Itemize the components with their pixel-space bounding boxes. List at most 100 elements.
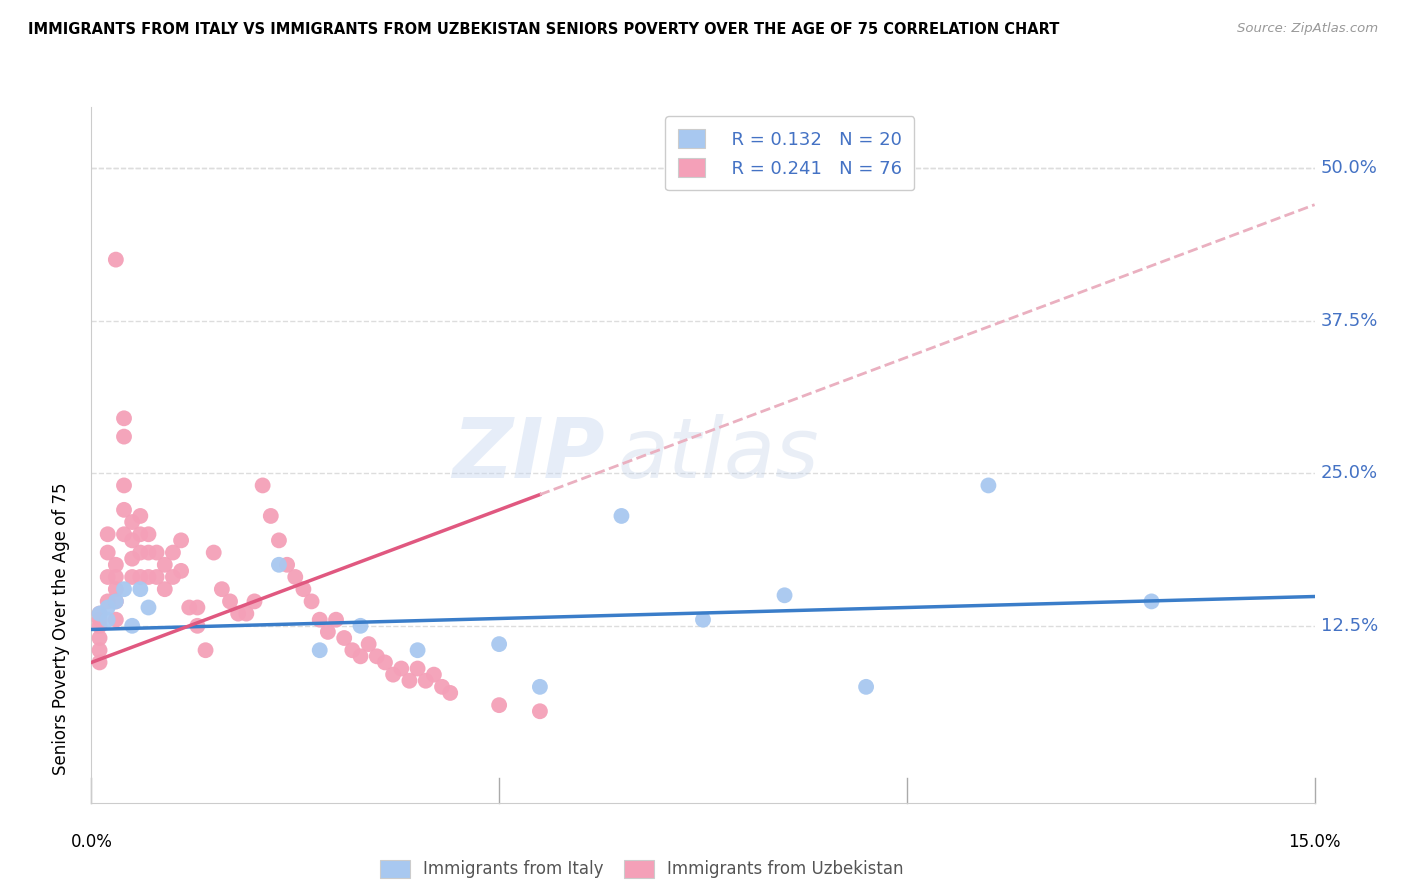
Point: [89, 607, 111, 621]
Text: ZIP: ZIP: [453, 415, 605, 495]
Point: [138, 600, 160, 615]
Point: [129, 508, 152, 523]
Text: 0.0%: 0.0%: [70, 833, 112, 851]
Point: [186, 600, 208, 615]
Point: [145, 545, 167, 559]
Point: [349, 619, 371, 633]
Point: [104, 252, 127, 267]
Point: [243, 594, 266, 608]
Point: [112, 411, 135, 425]
Point: [226, 607, 249, 621]
Point: [292, 582, 315, 597]
Point: [308, 643, 330, 657]
Point: [439, 686, 461, 700]
Point: [121, 570, 143, 584]
Point: [406, 661, 429, 675]
Point: [267, 558, 290, 572]
Text: Seniors Poverty Over the Age of 75: Seniors Poverty Over the Age of 75: [52, 483, 70, 775]
Point: [333, 631, 356, 645]
Text: IMMIGRANTS FROM ITALY VS IMMIGRANTS FROM UZBEKISTAN SENIORS POVERTY OVER THE AGE: IMMIGRANTS FROM ITALY VS IMMIGRANTS FROM…: [28, 22, 1060, 37]
Point: [89, 631, 111, 645]
Point: [121, 619, 143, 633]
Point: [89, 619, 111, 633]
Point: [112, 582, 135, 597]
Point: [488, 698, 510, 713]
Text: atlas: atlas: [617, 415, 820, 495]
Point: [112, 503, 135, 517]
Text: 25.0%: 25.0%: [1320, 464, 1378, 483]
Point: [382, 667, 405, 681]
Point: [219, 594, 242, 608]
Text: 37.5%: 37.5%: [1320, 311, 1378, 330]
Point: [235, 607, 257, 621]
Point: [104, 594, 127, 608]
Point: [692, 613, 714, 627]
Point: [153, 582, 176, 597]
Point: [138, 570, 160, 584]
Point: [325, 613, 347, 627]
Point: [121, 551, 143, 566]
Point: [529, 704, 551, 718]
Point: [170, 533, 193, 548]
Point: [129, 570, 152, 584]
Point: [773, 588, 796, 602]
Point: [357, 637, 380, 651]
Text: 50.0%: 50.0%: [1320, 159, 1378, 178]
Point: [430, 680, 453, 694]
Point: [977, 478, 1000, 492]
Point: [342, 643, 364, 657]
Point: [138, 545, 160, 559]
Point: [89, 656, 111, 670]
Legend: Immigrants from Italy, Immigrants from Uzbekistan: Immigrants from Italy, Immigrants from U…: [374, 853, 910, 885]
Text: 12.5%: 12.5%: [1320, 616, 1378, 635]
Point: [488, 637, 510, 651]
Point: [104, 570, 127, 584]
Point: [610, 508, 633, 523]
Point: [138, 527, 160, 541]
Point: [97, 527, 120, 541]
Point: [349, 649, 371, 664]
Point: [406, 643, 429, 657]
Point: [276, 558, 298, 572]
Point: [104, 582, 127, 597]
Point: [104, 613, 127, 627]
Point: [153, 558, 176, 572]
Point: [129, 527, 152, 541]
Point: [112, 527, 135, 541]
Point: [194, 643, 217, 657]
Point: [267, 533, 290, 548]
Point: [89, 643, 111, 657]
Point: [104, 558, 127, 572]
Point: [112, 429, 135, 443]
Point: [186, 619, 208, 633]
Point: [366, 649, 388, 664]
Point: [89, 607, 111, 621]
Point: [145, 570, 167, 584]
Point: [97, 600, 120, 615]
Point: [202, 545, 225, 559]
Point: [855, 680, 877, 694]
Point: [121, 533, 143, 548]
Point: [529, 680, 551, 694]
Point: [162, 570, 184, 584]
Point: [301, 594, 323, 608]
Text: Source: ZipAtlas.com: Source: ZipAtlas.com: [1237, 22, 1378, 36]
Point: [170, 564, 193, 578]
Point: [104, 594, 127, 608]
Point: [260, 508, 283, 523]
Point: [423, 667, 446, 681]
Point: [1140, 594, 1163, 608]
Point: [179, 600, 201, 615]
Point: [121, 515, 143, 529]
Point: [97, 613, 120, 627]
Point: [129, 582, 152, 597]
Point: [415, 673, 437, 688]
Text: 15.0%: 15.0%: [1288, 833, 1341, 851]
Point: [252, 478, 274, 492]
Point: [89, 613, 111, 627]
Point: [211, 582, 233, 597]
Point: [162, 545, 184, 559]
Point: [308, 613, 330, 627]
Point: [97, 545, 120, 559]
Point: [374, 656, 396, 670]
